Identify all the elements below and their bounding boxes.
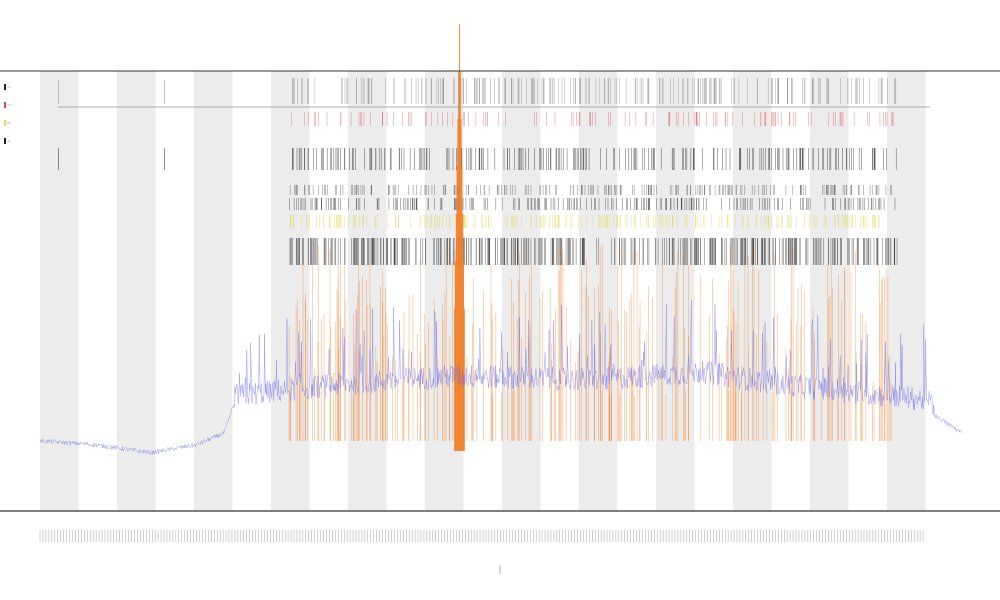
main-series xyxy=(39,299,963,456)
background-band xyxy=(733,71,772,511)
main-series-line xyxy=(39,299,963,456)
background-band xyxy=(117,71,156,511)
legend-swatch xyxy=(4,84,6,90)
background-bands xyxy=(40,71,926,511)
legend-swatch xyxy=(4,102,6,108)
legend-swatch xyxy=(4,138,6,144)
legend-swatch xyxy=(4,120,6,126)
axes xyxy=(0,70,1000,574)
background-band xyxy=(194,71,233,511)
background-band xyxy=(887,71,926,511)
legend xyxy=(4,84,11,144)
background-band xyxy=(271,71,310,511)
background-band xyxy=(40,71,79,511)
background-band xyxy=(502,71,541,511)
background-band xyxy=(348,71,387,511)
background-band xyxy=(810,71,849,511)
